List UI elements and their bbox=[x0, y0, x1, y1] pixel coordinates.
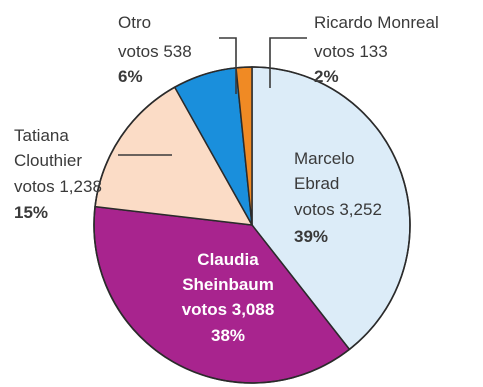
label-ebrad-name-line1: Marcelo bbox=[294, 149, 354, 168]
label-otro-votes: votos 538 bbox=[118, 42, 192, 61]
leader-line-monreal bbox=[269, 37, 307, 88]
label-ebrad-name-line2: Ebrad bbox=[294, 174, 339, 193]
label-otro-name: Otro bbox=[118, 13, 151, 32]
label-clouthier-name-line1: Tatiana bbox=[14, 126, 69, 145]
label-monreal-votes: votos 133 bbox=[314, 42, 388, 61]
label-clouthier-votes: votos 1,238 bbox=[14, 177, 102, 196]
label-otro-percent: 6% bbox=[118, 67, 143, 86]
label-ebrad-votes: votos 3,252 bbox=[294, 200, 382, 219]
label-ebrad-percent: 39% bbox=[294, 227, 328, 246]
pie-slices bbox=[93, 66, 411, 384]
label-sheinbaum-name-line1: Claudia bbox=[197, 250, 259, 269]
label-sheinbaum-name-line2: Sheinbaum bbox=[182, 275, 274, 294]
label-clouthier-percent: 15% bbox=[14, 203, 48, 222]
pie-outline bbox=[93, 66, 411, 384]
label-monreal-percent: 2% bbox=[314, 67, 339, 86]
leader-line-otro bbox=[219, 37, 237, 94]
label-sheinbaum-votes: votos 3,088 bbox=[182, 300, 275, 319]
label-monreal-name: Ricardo Monreal bbox=[314, 13, 439, 32]
label-sheinbaum-percent: 38% bbox=[211, 326, 245, 345]
slice-labels: Otro votos 538 6% Ricardo Monreal votos … bbox=[14, 13, 439, 345]
label-clouthier-name-line2: Clouthier bbox=[14, 151, 82, 170]
leader-lines bbox=[118, 37, 307, 156]
